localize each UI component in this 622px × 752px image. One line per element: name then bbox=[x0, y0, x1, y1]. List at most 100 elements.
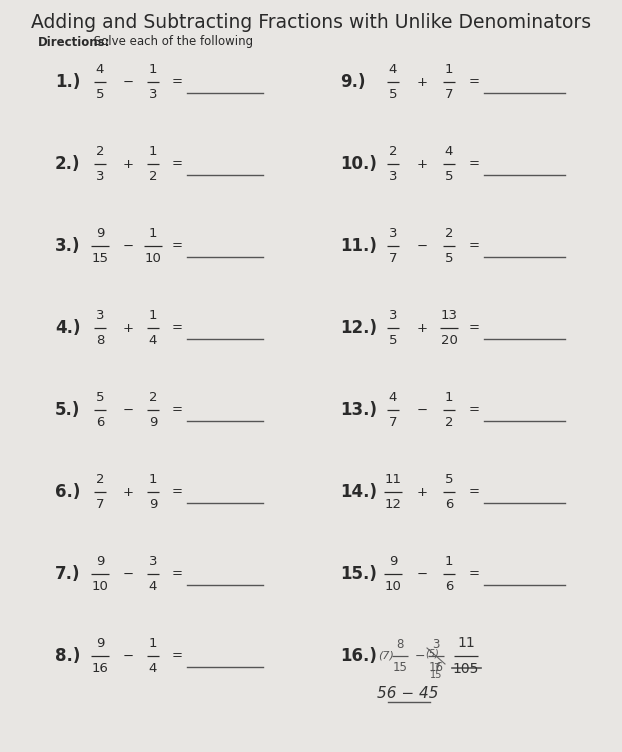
Text: =: = bbox=[468, 157, 480, 171]
Text: 2: 2 bbox=[96, 473, 104, 486]
Text: =: = bbox=[468, 404, 480, 417]
Text: −: − bbox=[123, 404, 134, 417]
Text: +: + bbox=[417, 486, 427, 499]
Text: Adding and Subtracting Fractions with Unlike Denominators: Adding and Subtracting Fractions with Un… bbox=[31, 13, 591, 32]
Text: 5: 5 bbox=[445, 252, 453, 265]
Text: 6: 6 bbox=[445, 580, 453, 593]
Text: =: = bbox=[172, 75, 182, 89]
Text: 15.): 15.) bbox=[340, 565, 377, 583]
Text: 3: 3 bbox=[432, 638, 440, 651]
Text: 9: 9 bbox=[96, 555, 104, 568]
Text: 11: 11 bbox=[384, 473, 401, 486]
Text: 4: 4 bbox=[149, 662, 157, 675]
Text: 4: 4 bbox=[389, 63, 397, 76]
Text: 12: 12 bbox=[384, 498, 401, 511]
Text: 10: 10 bbox=[91, 580, 108, 593]
Text: 16: 16 bbox=[91, 662, 108, 675]
Text: 15: 15 bbox=[91, 252, 108, 265]
Text: −: − bbox=[123, 650, 134, 663]
Text: 2: 2 bbox=[149, 391, 157, 404]
Text: 11: 11 bbox=[457, 636, 475, 650]
Text: 6.): 6.) bbox=[55, 483, 80, 501]
Text: 5: 5 bbox=[445, 170, 453, 183]
Text: =: = bbox=[468, 75, 480, 89]
Text: 16: 16 bbox=[429, 661, 443, 674]
Text: 56 − 45: 56 − 45 bbox=[378, 686, 439, 701]
Text: 3: 3 bbox=[389, 227, 397, 240]
Text: −: − bbox=[417, 404, 427, 417]
Text: 13.): 13.) bbox=[340, 401, 377, 419]
Text: 1.): 1.) bbox=[55, 73, 80, 91]
Text: 4: 4 bbox=[96, 63, 104, 76]
Text: 14.): 14.) bbox=[340, 483, 377, 501]
Text: 5: 5 bbox=[445, 473, 453, 486]
Text: 9: 9 bbox=[389, 555, 397, 568]
Text: 3: 3 bbox=[389, 170, 397, 183]
Text: 6: 6 bbox=[445, 498, 453, 511]
Text: 5: 5 bbox=[96, 88, 104, 101]
Text: =: = bbox=[172, 157, 182, 171]
Text: 3.): 3.) bbox=[55, 237, 80, 255]
Text: Solve each of the following: Solve each of the following bbox=[90, 35, 253, 48]
Text: 1: 1 bbox=[149, 473, 157, 486]
Text: 4: 4 bbox=[149, 580, 157, 593]
Text: 2: 2 bbox=[149, 170, 157, 183]
Text: 4: 4 bbox=[149, 334, 157, 347]
Text: 3: 3 bbox=[389, 309, 397, 322]
Text: −: − bbox=[417, 568, 427, 581]
Text: 7: 7 bbox=[445, 88, 453, 101]
Text: 4: 4 bbox=[389, 391, 397, 404]
Text: 1: 1 bbox=[149, 637, 157, 650]
Text: −: − bbox=[123, 568, 134, 581]
Text: 4: 4 bbox=[445, 145, 453, 158]
Text: 7: 7 bbox=[433, 663, 439, 673]
Text: =: = bbox=[172, 239, 182, 253]
Text: 7: 7 bbox=[96, 498, 104, 511]
Text: 20: 20 bbox=[440, 334, 457, 347]
Text: 3: 3 bbox=[96, 170, 104, 183]
Text: 2: 2 bbox=[445, 227, 453, 240]
Text: 15: 15 bbox=[392, 661, 407, 674]
Text: =: = bbox=[172, 486, 182, 499]
Text: +: + bbox=[417, 322, 427, 335]
Text: 1: 1 bbox=[445, 63, 453, 76]
Text: 16.): 16.) bbox=[340, 647, 377, 665]
Text: =: = bbox=[172, 322, 182, 335]
Text: 11.): 11.) bbox=[340, 237, 377, 255]
Text: 8.): 8.) bbox=[55, 647, 80, 665]
Text: −: − bbox=[123, 239, 134, 253]
Text: =: = bbox=[172, 650, 182, 663]
Text: 8: 8 bbox=[96, 334, 104, 347]
Text: 1: 1 bbox=[149, 309, 157, 322]
Text: 1: 1 bbox=[445, 391, 453, 404]
Text: 7: 7 bbox=[389, 416, 397, 429]
Text: 10.): 10.) bbox=[340, 155, 377, 173]
Text: 12.): 12.) bbox=[340, 319, 377, 337]
Text: 1: 1 bbox=[149, 227, 157, 240]
Text: +: + bbox=[123, 486, 134, 499]
Text: 2: 2 bbox=[389, 145, 397, 158]
Text: 105: 105 bbox=[453, 662, 479, 676]
Text: 13: 13 bbox=[440, 309, 458, 322]
Text: 5: 5 bbox=[389, 88, 397, 101]
Text: 9: 9 bbox=[96, 227, 104, 240]
Text: 2: 2 bbox=[96, 145, 104, 158]
Text: 10: 10 bbox=[384, 580, 401, 593]
Text: +: + bbox=[417, 75, 427, 89]
Text: 5: 5 bbox=[389, 334, 397, 347]
Text: 2: 2 bbox=[445, 416, 453, 429]
Text: =: = bbox=[468, 239, 480, 253]
Text: 1: 1 bbox=[445, 555, 453, 568]
Text: 1: 1 bbox=[149, 63, 157, 76]
Text: (5): (5) bbox=[425, 648, 439, 658]
Text: (7): (7) bbox=[378, 651, 394, 661]
Text: Directions:: Directions: bbox=[38, 35, 111, 48]
Text: 7.): 7.) bbox=[55, 565, 80, 583]
Text: −: − bbox=[415, 650, 425, 663]
Text: 2.): 2.) bbox=[55, 155, 80, 173]
Text: 1: 1 bbox=[149, 145, 157, 158]
Text: 10: 10 bbox=[144, 252, 162, 265]
Text: 3: 3 bbox=[149, 88, 157, 101]
Text: +: + bbox=[123, 157, 134, 171]
Text: 9: 9 bbox=[149, 416, 157, 429]
